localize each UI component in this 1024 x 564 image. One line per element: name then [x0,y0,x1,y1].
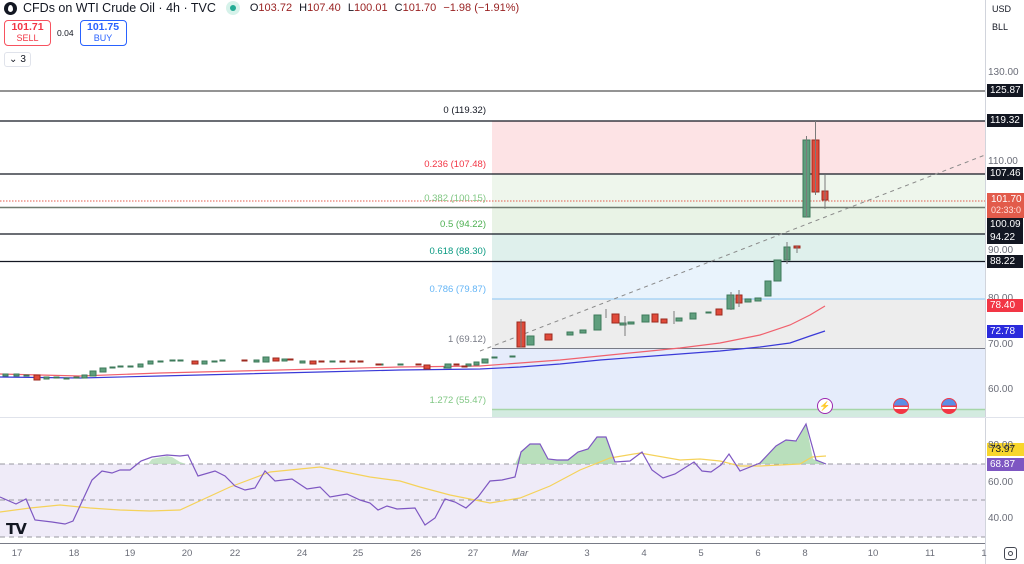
hline-price-tag: 107.46 [987,167,1023,180]
time-tick: 22 [229,548,241,559]
hline-price-tag: 94.22 [987,231,1023,244]
price-tick: 70.00 [988,339,1014,350]
fib-level-label: 1 (69.12) [447,334,486,345]
rsi-pane[interactable] [0,422,985,538]
hline-price-tag: 119.32 [987,114,1023,127]
current-price-tag: 101.70 02:33:0 [987,193,1024,218]
oil-drop-icon [4,1,17,15]
bar-countdown: 02:33:0 [991,205,1022,215]
time-tick: 19 [124,548,136,559]
rsi-value-tag: 68.87 [990,459,1016,470]
ohlc-values: O103.72 H107.40 L100.01 C101.70 −1.98 (−… [249,2,520,14]
hline-price-tag: 88.22 [987,255,1023,268]
time-tick: 5 [698,548,704,559]
time-tick: 20 [181,548,193,559]
time-tick: 18 [68,548,80,559]
fib-level-label: 0.382 (100.15) [424,193,486,204]
symbol-legend[interactable]: CFDs on WTI Crude Oil · 4h · TVC O103.72… [4,1,523,15]
rsi-ma-line [0,452,827,513]
close-value: 101.70 [402,2,437,14]
chart-settings-icon[interactable] [1004,547,1017,560]
time-tick: 8 [802,548,808,559]
trend-line [479,154,986,352]
rsi-ma-tag: 73.97 [990,444,1016,455]
time-tick: 6 [755,548,761,559]
horizontal-lines[interactable] [0,90,985,263]
ema-blue-line [0,330,826,379]
price-tick: 110.00 [988,156,1018,167]
price-tick: 60.00 [988,384,1014,395]
price-tick: 90.00 [988,245,1014,256]
rsi-tick: 80.00 [988,440,1014,451]
time-tick: 11 [925,548,935,559]
ema-blue-price-tag: 72.78 [987,325,1023,338]
market-open-indicator-icon[interactable] [225,1,240,15]
rsi-line [0,422,827,526]
time-tick: 3 [584,548,590,559]
rsi-tick: 60.00 [988,477,1014,488]
trade-buttons: 101.71 SELL 0.04 101.75 BUY [4,20,127,46]
time-tick: 24 [296,548,308,559]
fib-level-label: 1.272 (55.47) [429,395,486,406]
time-tick: 4 [641,548,647,559]
price-tick: 130.00 [988,67,1019,78]
time-tick: 17 [11,548,23,559]
fib-level-label: 0 (119.32) [443,105,486,116]
fib-level-label: 0.5 (94.22) [440,219,486,230]
fib-retracement[interactable] [492,121,985,417]
hline-price-tag: 125.87 [987,84,1023,97]
time-tick: 27 [467,548,479,559]
fib-level-label: 0.618 (88.30) [429,246,486,257]
chevron-down-icon: ⌄ [9,54,18,65]
time-tick: 1 [981,548,987,559]
time-tick: 10 [867,548,879,559]
fib-level-label: 0.236 (107.48) [424,159,486,170]
ema-red-line [0,305,826,377]
candlesticks [2,121,829,381]
price-tick: 80.00 [988,293,1013,304]
us-flag-event-icon[interactable] [893,398,909,414]
spread-value: 0.04 [57,28,74,38]
unit-label[interactable]: BLL [992,22,1009,32]
fib-level-label: 0.786 (79.87) [429,284,486,295]
symbol-title[interactable]: CFDs on WTI Crude Oil · 4h · TVC [23,1,216,15]
lightning-event-icon[interactable]: ⚡ [817,398,833,414]
low-value: 100.01 [353,2,388,14]
rsi-tick: 40.00 [988,513,1014,524]
high-value: 107.40 [307,2,341,14]
us-flag-event-icon[interactable] [941,398,957,414]
time-tick: Mar [511,548,529,559]
change-value: −1.98 (−1.91%) [443,2,520,14]
tradingview-logo[interactable]: TV [6,520,27,538]
currency-label[interactable]: USD [992,4,1012,14]
indicators-collapse-button[interactable]: ⌄ 3 [4,52,31,67]
open-value: 103.72 [258,2,293,14]
buy-button[interactable]: 101.75 BUY [79,20,127,46]
hline-price-tag: 100.09 [987,218,1023,231]
sell-button[interactable]: 101.71 SELL [4,20,51,46]
time-tick: 25 [352,548,364,559]
ema-red-price-tag: 78.40 [987,299,1023,312]
time-tick: 26 [410,548,422,559]
